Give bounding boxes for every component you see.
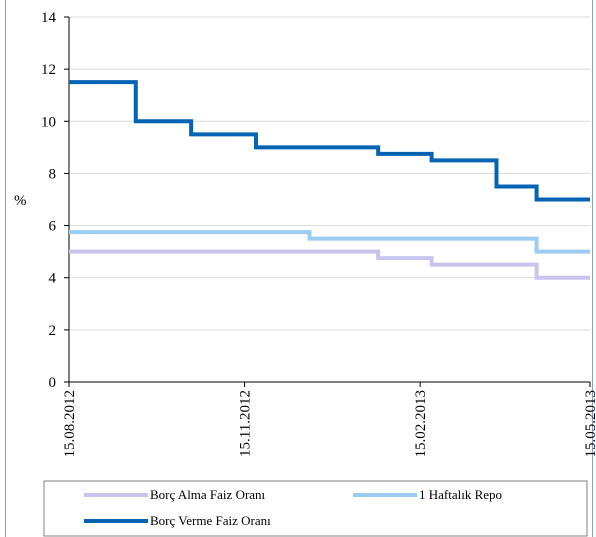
legend-label-borc-verme: Borç Verme Faiz Oranı bbox=[150, 513, 271, 528]
y-tick-label-2: 2 bbox=[49, 323, 57, 339]
y-tick-label-12: 12 bbox=[41, 62, 56, 78]
y-tick-label-8: 8 bbox=[49, 166, 57, 182]
series-line-1-haftalik-repo bbox=[69, 230, 590, 254]
y-tick-label-6: 6 bbox=[49, 219, 57, 235]
x-tick-label-0: 15.08.2012 bbox=[62, 390, 78, 458]
legend-label-borc-alma: Borç Alma Faiz Oranı bbox=[150, 487, 266, 502]
chart-frame bbox=[5, 0, 593, 537]
series-line-borc-verme bbox=[69, 80, 590, 202]
y-axis-label: % bbox=[14, 193, 27, 209]
series-lines bbox=[69, 80, 590, 280]
y-tick-label-4: 4 bbox=[49, 271, 57, 287]
axes bbox=[68, 17, 590, 383]
y-tick-label-10: 10 bbox=[41, 114, 56, 130]
x-axis-ticks: 15.08.2012 15.11.2012 15.02.2013 15.05.2013 bbox=[62, 382, 596, 458]
legend-box bbox=[43, 480, 588, 537]
grid-lines bbox=[69, 16, 590, 331]
series-line-borc-alma bbox=[69, 249, 590, 280]
x-tick-label-1: 15.11.2012 bbox=[238, 390, 254, 457]
y-axis-ticks: 0 2 4 6 8 10 12 14 bbox=[41, 10, 69, 391]
y-tick-label-0: 0 bbox=[49, 375, 57, 391]
x-tick-label-3: 15.05.2013 bbox=[583, 390, 596, 458]
x-tick-label-2: 15.02.2013 bbox=[413, 390, 429, 458]
y-tick-label-14: 14 bbox=[41, 10, 57, 26]
legend: Borç Alma Faiz Oranı 1 Haftalık Repo Bor… bbox=[43, 480, 588, 537]
legend-label-1-haftalik-repo: 1 Haftalık Repo bbox=[419, 487, 502, 502]
